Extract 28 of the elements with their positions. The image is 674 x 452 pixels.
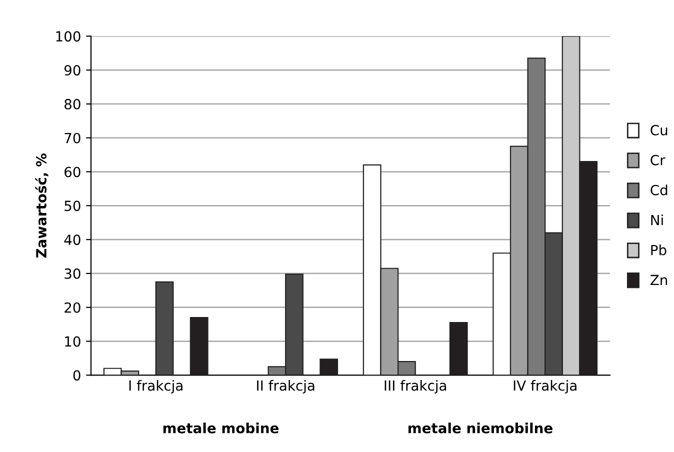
legend-label: Cu [650, 124, 668, 136]
legend-label: Cd [650, 184, 668, 196]
y-tick-label: 80 [64, 98, 80, 110]
x-tick-label: II frakcja [257, 380, 314, 394]
y-tick-label: 50 [64, 200, 80, 212]
y-axis-title: Zawartość, % [35, 154, 48, 258]
y-tick-label: 60 [64, 166, 80, 178]
y-tick-label: 10 [65, 336, 80, 347]
x-tick-label: IV frakcja [514, 380, 576, 394]
y-tick-label: 70 [64, 132, 80, 144]
y-tick-label: 90 [64, 65, 80, 76]
y-tick-label: 40 [64, 234, 80, 246]
legend-label: Cr [650, 154, 666, 166]
legend-label: Pb [651, 244, 666, 256]
bar [320, 358, 338, 376]
bar [449, 322, 468, 376]
legend-label: Ni [651, 214, 663, 226]
x-tick-label: III frakcja [384, 380, 446, 394]
x-tick-label: I frakcja [129, 380, 182, 394]
legend-label: Zn [650, 274, 668, 286]
y-tick-label: 30 [64, 268, 80, 279]
text: metale niemobilne [408, 422, 552, 434]
bar [190, 316, 208, 376]
y-tick-label: 0 [73, 370, 80, 381]
text: metale mobine [163, 422, 279, 434]
y-tick-label: 20 [64, 302, 80, 313]
bar [155, 281, 174, 376]
y-tick-label: 100 [56, 31, 80, 42]
